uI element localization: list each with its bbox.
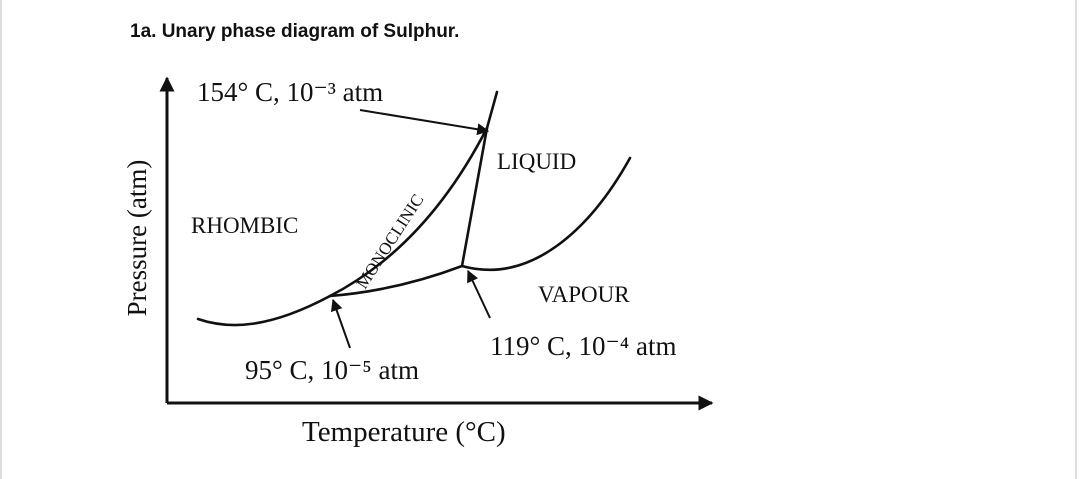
pointer-arrow: [467, 269, 491, 319]
title: 1a. Unary phase diagram of Sulphur.: [130, 21, 459, 42]
rhombic-vapour-line: [196, 294, 332, 327]
rhombic-liquid-line: [485, 90, 499, 130]
point-label: 154° C, 10⁻³ atm: [197, 77, 383, 107]
region-label: LIQUID: [497, 149, 576, 174]
liquid-vapour-line: [460, 156, 632, 272]
x-axis-label: Temperature (°C): [302, 416, 506, 448]
point-label: 95° C, 10⁻⁵ atm: [245, 355, 419, 385]
pointer-arrow: [359, 109, 490, 136]
point-label: 119° C, 10⁻⁴ atm: [490, 331, 676, 361]
rhombic-monoclinic-line: [328, 126, 489, 298]
region-label: VAPOUR: [538, 282, 630, 307]
y-axis-label: Pressure (atm): [122, 160, 152, 317]
pointer-arrow: [330, 298, 351, 349]
monoclinic-vapour-line: [328, 264, 464, 298]
region-label: RHOMBIC: [191, 213, 298, 238]
monoclinic-liquid-line: [460, 126, 489, 268]
